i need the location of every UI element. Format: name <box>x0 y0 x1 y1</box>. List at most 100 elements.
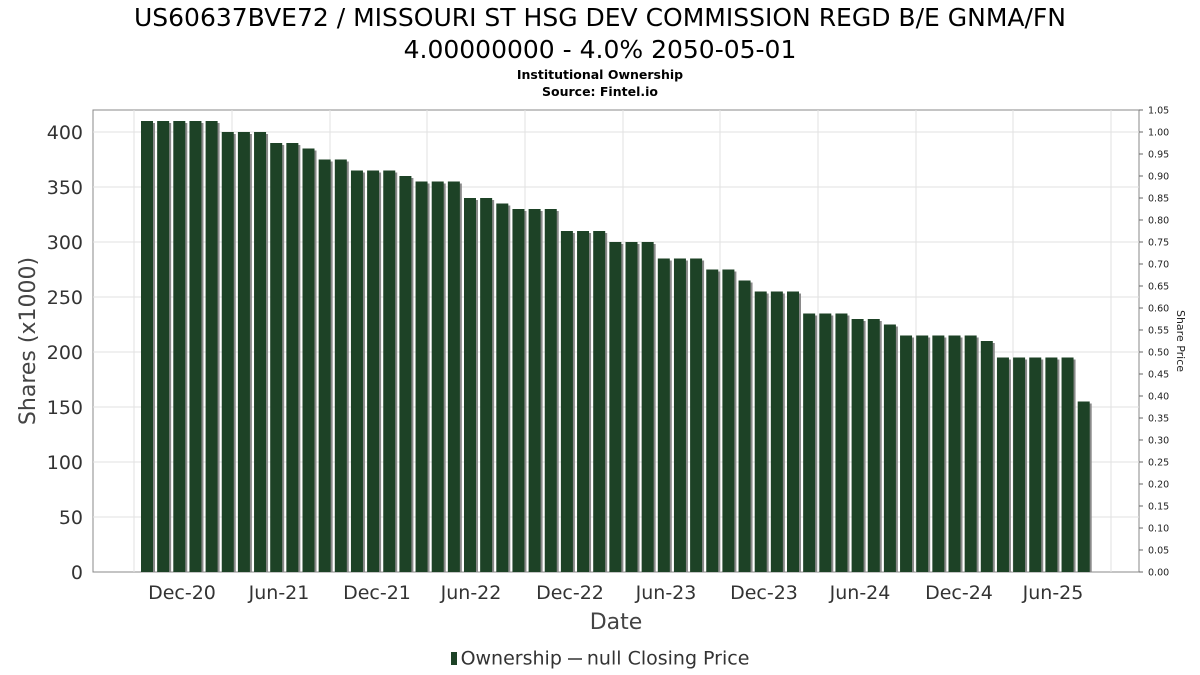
ownership-bar <box>819 313 832 572</box>
x-tick-label: Jun-24 <box>829 582 891 604</box>
y2-tick-label: 0.05 <box>1148 546 1169 557</box>
ownership-bar <box>835 313 848 572</box>
ownership-bar <box>577 231 590 572</box>
y2-tick-label: 0.65 <box>1148 282 1169 293</box>
ownership-bar <box>690 258 703 572</box>
ownership-bar <box>1061 357 1074 572</box>
ownership-bar <box>803 313 816 572</box>
y-tick-label: 300 <box>47 232 83 254</box>
y2-tick-label: 0.75 <box>1148 238 1169 249</box>
y-tick-label: 50 <box>59 507 83 529</box>
ownership-bar <box>141 121 153 572</box>
y2-tick-label: 0.45 <box>1148 370 1169 381</box>
ownership-bar <box>867 319 880 572</box>
ownership-bar <box>350 170 363 572</box>
y2-tick-label: 0.35 <box>1148 414 1169 425</box>
closing-price-legend-line <box>567 657 582 660</box>
legend-price-label: null Closing Price <box>586 647 750 670</box>
y-tick-label: 0 <box>71 562 83 584</box>
ownership-bar <box>883 324 896 572</box>
y2-tick-label: 0.10 <box>1148 524 1169 535</box>
ownership-bar <box>318 159 331 572</box>
y2-tick-label: 0.25 <box>1148 458 1169 469</box>
y2-tick-label: 0.50 <box>1148 348 1169 359</box>
ownership-bar <box>496 203 509 572</box>
ownership-bar <box>367 170 380 572</box>
ownership-bar <box>722 269 735 572</box>
ownership-bar <box>480 198 493 572</box>
y2-tick-label: 0.90 <box>1148 172 1169 183</box>
ownership-bar <box>754 291 767 572</box>
ownership-bar <box>900 335 913 572</box>
ownership-bar <box>237 132 250 572</box>
y2-tick-label: 0.55 <box>1148 326 1169 337</box>
y-tick-label: 350 <box>47 177 83 199</box>
ownership-bar <box>464 198 476 572</box>
ownership-bar <box>770 291 783 572</box>
ownership-bar <box>1077 401 1090 572</box>
ownership-bar <box>787 291 799 572</box>
y2-axis-title: Share Price <box>1174 310 1187 372</box>
chart-source: Source: Fintel.io <box>542 84 658 99</box>
chart-subtitle: Institutional Ownership <box>516 67 684 82</box>
ownership-bar <box>593 231 606 572</box>
ownership-legend-swatch <box>450 652 457 665</box>
y2-tick-label: 0.30 <box>1148 436 1169 447</box>
ownership-bar <box>964 335 977 572</box>
ownership-bar <box>189 121 202 572</box>
ownership-bar <box>270 143 283 572</box>
ownership-bar <box>221 132 234 572</box>
ownership-bar <box>625 242 638 572</box>
ownership-bar <box>334 159 347 572</box>
ownership-bar <box>609 242 622 572</box>
ownership-bar <box>415 181 428 572</box>
ownership-bar <box>1029 357 1042 572</box>
ownership-bar <box>851 319 864 572</box>
x-tick-label: Dec-20 <box>148 582 216 604</box>
y2-tick-label: 0.15 <box>1148 502 1169 513</box>
y2-tick-label: 0.40 <box>1148 392 1169 403</box>
x-tick-label: Jun-23 <box>635 582 697 604</box>
ownership-bar <box>254 132 267 572</box>
ownership-bar <box>673 258 686 572</box>
legend: Ownership null Closing Price <box>0 647 1200 670</box>
ownership-bar <box>173 121 186 572</box>
ownership-bar <box>657 258 670 572</box>
ownership-bar <box>157 121 170 572</box>
y2-tick-label: 0.00 <box>1148 568 1169 579</box>
ownership-bar <box>544 209 557 572</box>
y2-tick-label: 0.85 <box>1148 194 1169 205</box>
ownership-bar <box>948 335 961 572</box>
y2-tick-label: 0.80 <box>1148 216 1169 227</box>
y-axis-title: Shares (x1000) <box>16 257 41 425</box>
ownership-bar <box>1013 357 1026 572</box>
ownership-bar <box>286 143 299 572</box>
ownership-bar <box>383 170 396 572</box>
y-tick-label: 200 <box>47 342 83 364</box>
y-tick-label: 150 <box>47 397 83 419</box>
y2-tick-label: 0.20 <box>1148 480 1169 491</box>
y2-tick-label: 0.60 <box>1148 304 1169 315</box>
ownership-bar <box>560 231 573 572</box>
x-tick-label: Jun-21 <box>248 582 310 604</box>
x-tick-label: Jun-22 <box>440 582 502 604</box>
legend-ownership-label: Ownership <box>460 647 562 670</box>
x-tick-label: Dec-24 <box>925 582 993 604</box>
x-tick-label: Dec-23 <box>730 582 798 604</box>
x-tick-label: Dec-21 <box>343 582 411 604</box>
ownership-bar <box>996 357 1009 572</box>
ownership-bar <box>932 335 945 572</box>
x-axis-title: Date <box>590 610 643 635</box>
y2-tick-label: 1.05 <box>1148 106 1169 117</box>
chart-title-line2: 4.00000000 - 4.0% 2050-05-01 <box>403 35 797 64</box>
y2-tick-label: 1.00 <box>1148 128 1169 139</box>
ownership-bar <box>205 121 218 572</box>
y-tick-label: 250 <box>47 287 83 309</box>
x-tick-label: Jun-25 <box>1022 582 1084 604</box>
ownership-bar <box>431 181 444 572</box>
ownership-bar <box>512 209 525 572</box>
y-tick-label: 400 <box>47 122 83 144</box>
ownership-bar <box>980 341 993 572</box>
y2-tick-label: 0.70 <box>1148 260 1169 271</box>
